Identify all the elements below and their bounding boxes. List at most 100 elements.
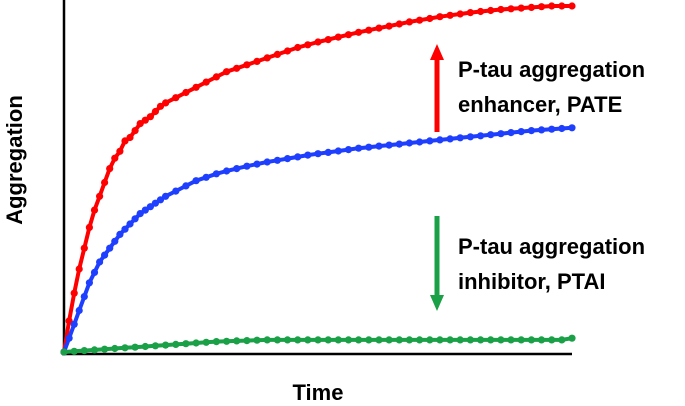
data-point [131,127,139,135]
data-point [101,178,109,187]
data-point [466,9,474,17]
data-point [548,336,556,344]
data-point [223,337,231,345]
data-point [355,28,363,36]
data-point [344,146,353,154]
data-point [253,57,261,65]
data-point [90,206,99,214]
data-point [202,78,210,86]
data-point [106,165,114,173]
data-point [355,336,363,344]
data-point [212,170,220,178]
data-point [263,158,271,166]
data-point [355,144,363,152]
data-point [141,206,149,214]
data-point [426,336,434,344]
data-point [65,334,73,342]
data-point [334,336,342,344]
data-point [558,124,566,133]
x-axis-title: Time [293,380,344,405]
data-point [162,99,170,107]
data-point [101,251,109,259]
data-point [395,336,403,344]
data-point [223,167,231,175]
data-point [304,151,312,159]
data-point [375,336,383,344]
data-point [96,258,104,266]
data-point [568,2,576,10]
data-point [395,20,403,28]
data-point [416,138,424,146]
data-point [146,203,154,211]
data-point [395,140,403,148]
data-point [192,177,200,185]
data-point [263,54,271,62]
data-point [202,173,210,181]
data-point [90,346,99,354]
data-point [243,337,251,345]
data-point [487,131,495,139]
data-point [416,16,424,24]
data-point [558,336,566,344]
data-point [111,344,119,353]
data-point [283,155,292,163]
data-point [151,107,159,116]
data-point [446,11,454,19]
inhibitor-label-line2: inhibitor, PTAI [458,269,605,294]
data-point [111,237,119,245]
data-point [65,317,73,325]
data-point [136,120,144,128]
data-point [60,348,68,356]
data-point [96,192,104,200]
data-point [70,347,78,355]
data-point [497,336,505,344]
data-point [75,265,83,273]
data-point [446,135,454,143]
data-point [375,142,383,150]
inhibitor-label-line1: P-tau aggregation [458,234,645,259]
data-point [537,126,546,134]
enhancer-label-line1: P-tau aggregation [458,57,645,82]
inhibitor-arrow-head [430,295,444,311]
data-point [466,336,474,344]
data-point [405,336,413,344]
data-point [156,102,165,110]
data-point [537,3,546,11]
data-point [477,132,485,140]
data-point [131,343,139,351]
data-point [436,13,444,21]
data-point [456,336,464,344]
data-point [273,50,281,59]
data-point [182,340,190,348]
inhibitor-annotation: P-tau aggregation inhibitor, PTAI [430,216,645,311]
data-point [106,244,114,252]
data-point [162,192,170,200]
data-point [466,133,474,141]
data-point [477,7,485,16]
data-point [253,160,261,168]
data-point [537,336,546,344]
data-point [385,141,393,149]
data-point [497,130,505,138]
data-point [233,64,241,72]
data-point [90,268,99,276]
data-point [365,336,373,344]
data-point [456,10,464,18]
data-point [517,128,525,136]
data-point [85,279,93,287]
data-point [233,165,241,173]
data-point [324,36,332,44]
data-point [527,3,536,11]
data-point [416,336,424,344]
data-point [568,334,576,342]
data-point [375,24,383,32]
data-point [141,342,149,351]
data-point [162,341,170,349]
data-point [172,340,180,348]
data-point [233,337,241,345]
data-point [324,148,332,156]
data-point [80,347,88,355]
series-0 [60,2,576,356]
data-point [507,5,515,13]
